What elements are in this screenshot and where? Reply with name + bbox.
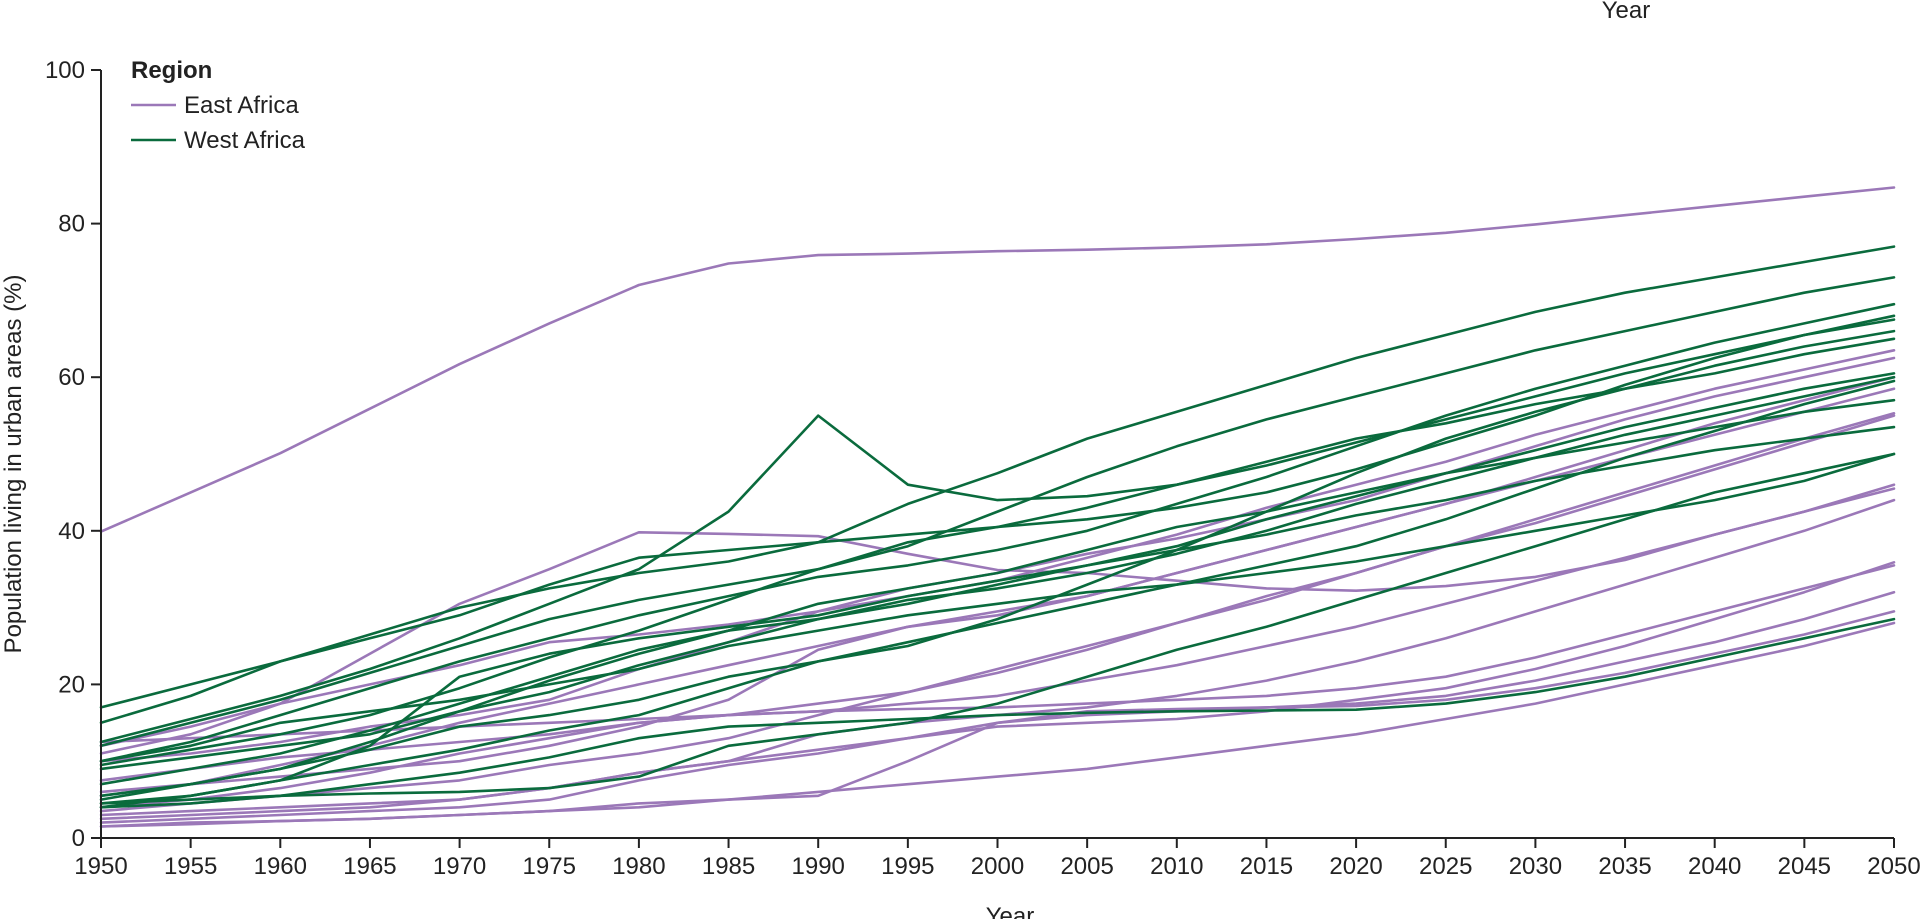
west-africa-series-line-17 <box>99 318 1896 744</box>
y-tick-label: 80 <box>58 211 85 238</box>
east-africa-series-line-11 <box>99 561 1896 821</box>
east-africa-series-line-14 <box>99 621 1896 828</box>
x-tick-label: 2005 <box>1060 853 1113 880</box>
x-tick-label: 1950 <box>74 853 127 880</box>
x-tick-label: 2040 <box>1688 853 1741 880</box>
y-axis-title: Population living in urban areas (%) <box>0 275 27 654</box>
legend-entries: East Africa West Africa <box>131 92 306 154</box>
x-tick-label: 1995 <box>881 853 934 880</box>
x-tick-label: 1980 <box>612 853 665 880</box>
legend: Region East Africa West Africa <box>131 57 306 154</box>
x-axis-ticks: 1950 1955 1960 1965 1970 1975 1980 1985 1990 1995… <box>74 838 1920 880</box>
series-lines <box>99 186 1896 828</box>
west-africa-series-line-18 <box>99 245 1896 725</box>
x-tick-label: 2030 <box>1509 853 1562 880</box>
west-africa-series-line-28 <box>99 329 1896 798</box>
axes: 1950 1955 1960 1965 1970 1975 1980 1985 1990 1995… <box>45 57 1920 880</box>
y-axis-ticks: 0 20 40 60 80 100 <box>45 57 101 852</box>
west-africa-series-line-19 <box>99 276 1896 748</box>
legend-label-east-africa: East Africa <box>184 92 299 119</box>
y-tick-label: 60 <box>58 364 85 391</box>
y-tick-label: 0 <box>72 825 85 852</box>
legend-title: Region <box>131 57 212 84</box>
x-tick-label: 2020 <box>1329 853 1382 880</box>
east-africa-series-line-15 <box>99 564 1896 744</box>
east-africa-series-line-1 <box>99 186 1896 533</box>
west-africa-series-line-20 <box>99 302 1896 763</box>
west-africa-series-line-25 <box>99 425 1896 809</box>
legend-label-west-africa: West Africa <box>184 127 306 154</box>
x-tick-label: 2015 <box>1240 853 1293 880</box>
x-tick-label: 2035 <box>1598 853 1651 880</box>
x-tick-label: 2010 <box>1150 853 1203 880</box>
x-axis-title: Year <box>986 903 1035 919</box>
west-africa-series-line-27 <box>99 379 1896 805</box>
x-tick-label: 2050 <box>1867 853 1920 880</box>
west-africa-series-line-26 <box>99 452 1896 763</box>
y-tick-label: 20 <box>58 671 85 698</box>
east-africa-series-line-7 <box>99 412 1896 809</box>
x-tick-label: 1970 <box>433 853 486 880</box>
x-tick-label: 2045 <box>1778 853 1831 880</box>
west-africa-series-line-23 <box>99 375 1896 771</box>
top-clipped-year-label: Year <box>1602 0 1651 24</box>
west-africa-series-line-29 <box>99 617 1896 809</box>
west-africa-series-line-21 <box>99 337 1896 767</box>
x-tick-label: 1960 <box>254 853 307 880</box>
east-africa-series-line-8 <box>99 414 1896 813</box>
east-africa-series-line-5 <box>99 375 1896 798</box>
y-tick-label: 40 <box>58 518 85 545</box>
x-tick-label: 1985 <box>702 853 755 880</box>
west-africa-series-line-24 <box>99 398 1896 801</box>
x-tick-label: 1955 <box>164 853 217 880</box>
x-tick-label: 1965 <box>343 853 396 880</box>
x-tick-label: 1990 <box>792 853 845 880</box>
west-africa-series-line-30 <box>99 452 1896 805</box>
x-tick-label: 1975 <box>523 853 576 880</box>
y-tick-label: 100 <box>45 57 85 84</box>
east-africa-series-line-9 <box>99 487 1896 782</box>
x-tick-label: 2025 <box>1419 853 1472 880</box>
x-tick-label: 2000 <box>971 853 1024 880</box>
